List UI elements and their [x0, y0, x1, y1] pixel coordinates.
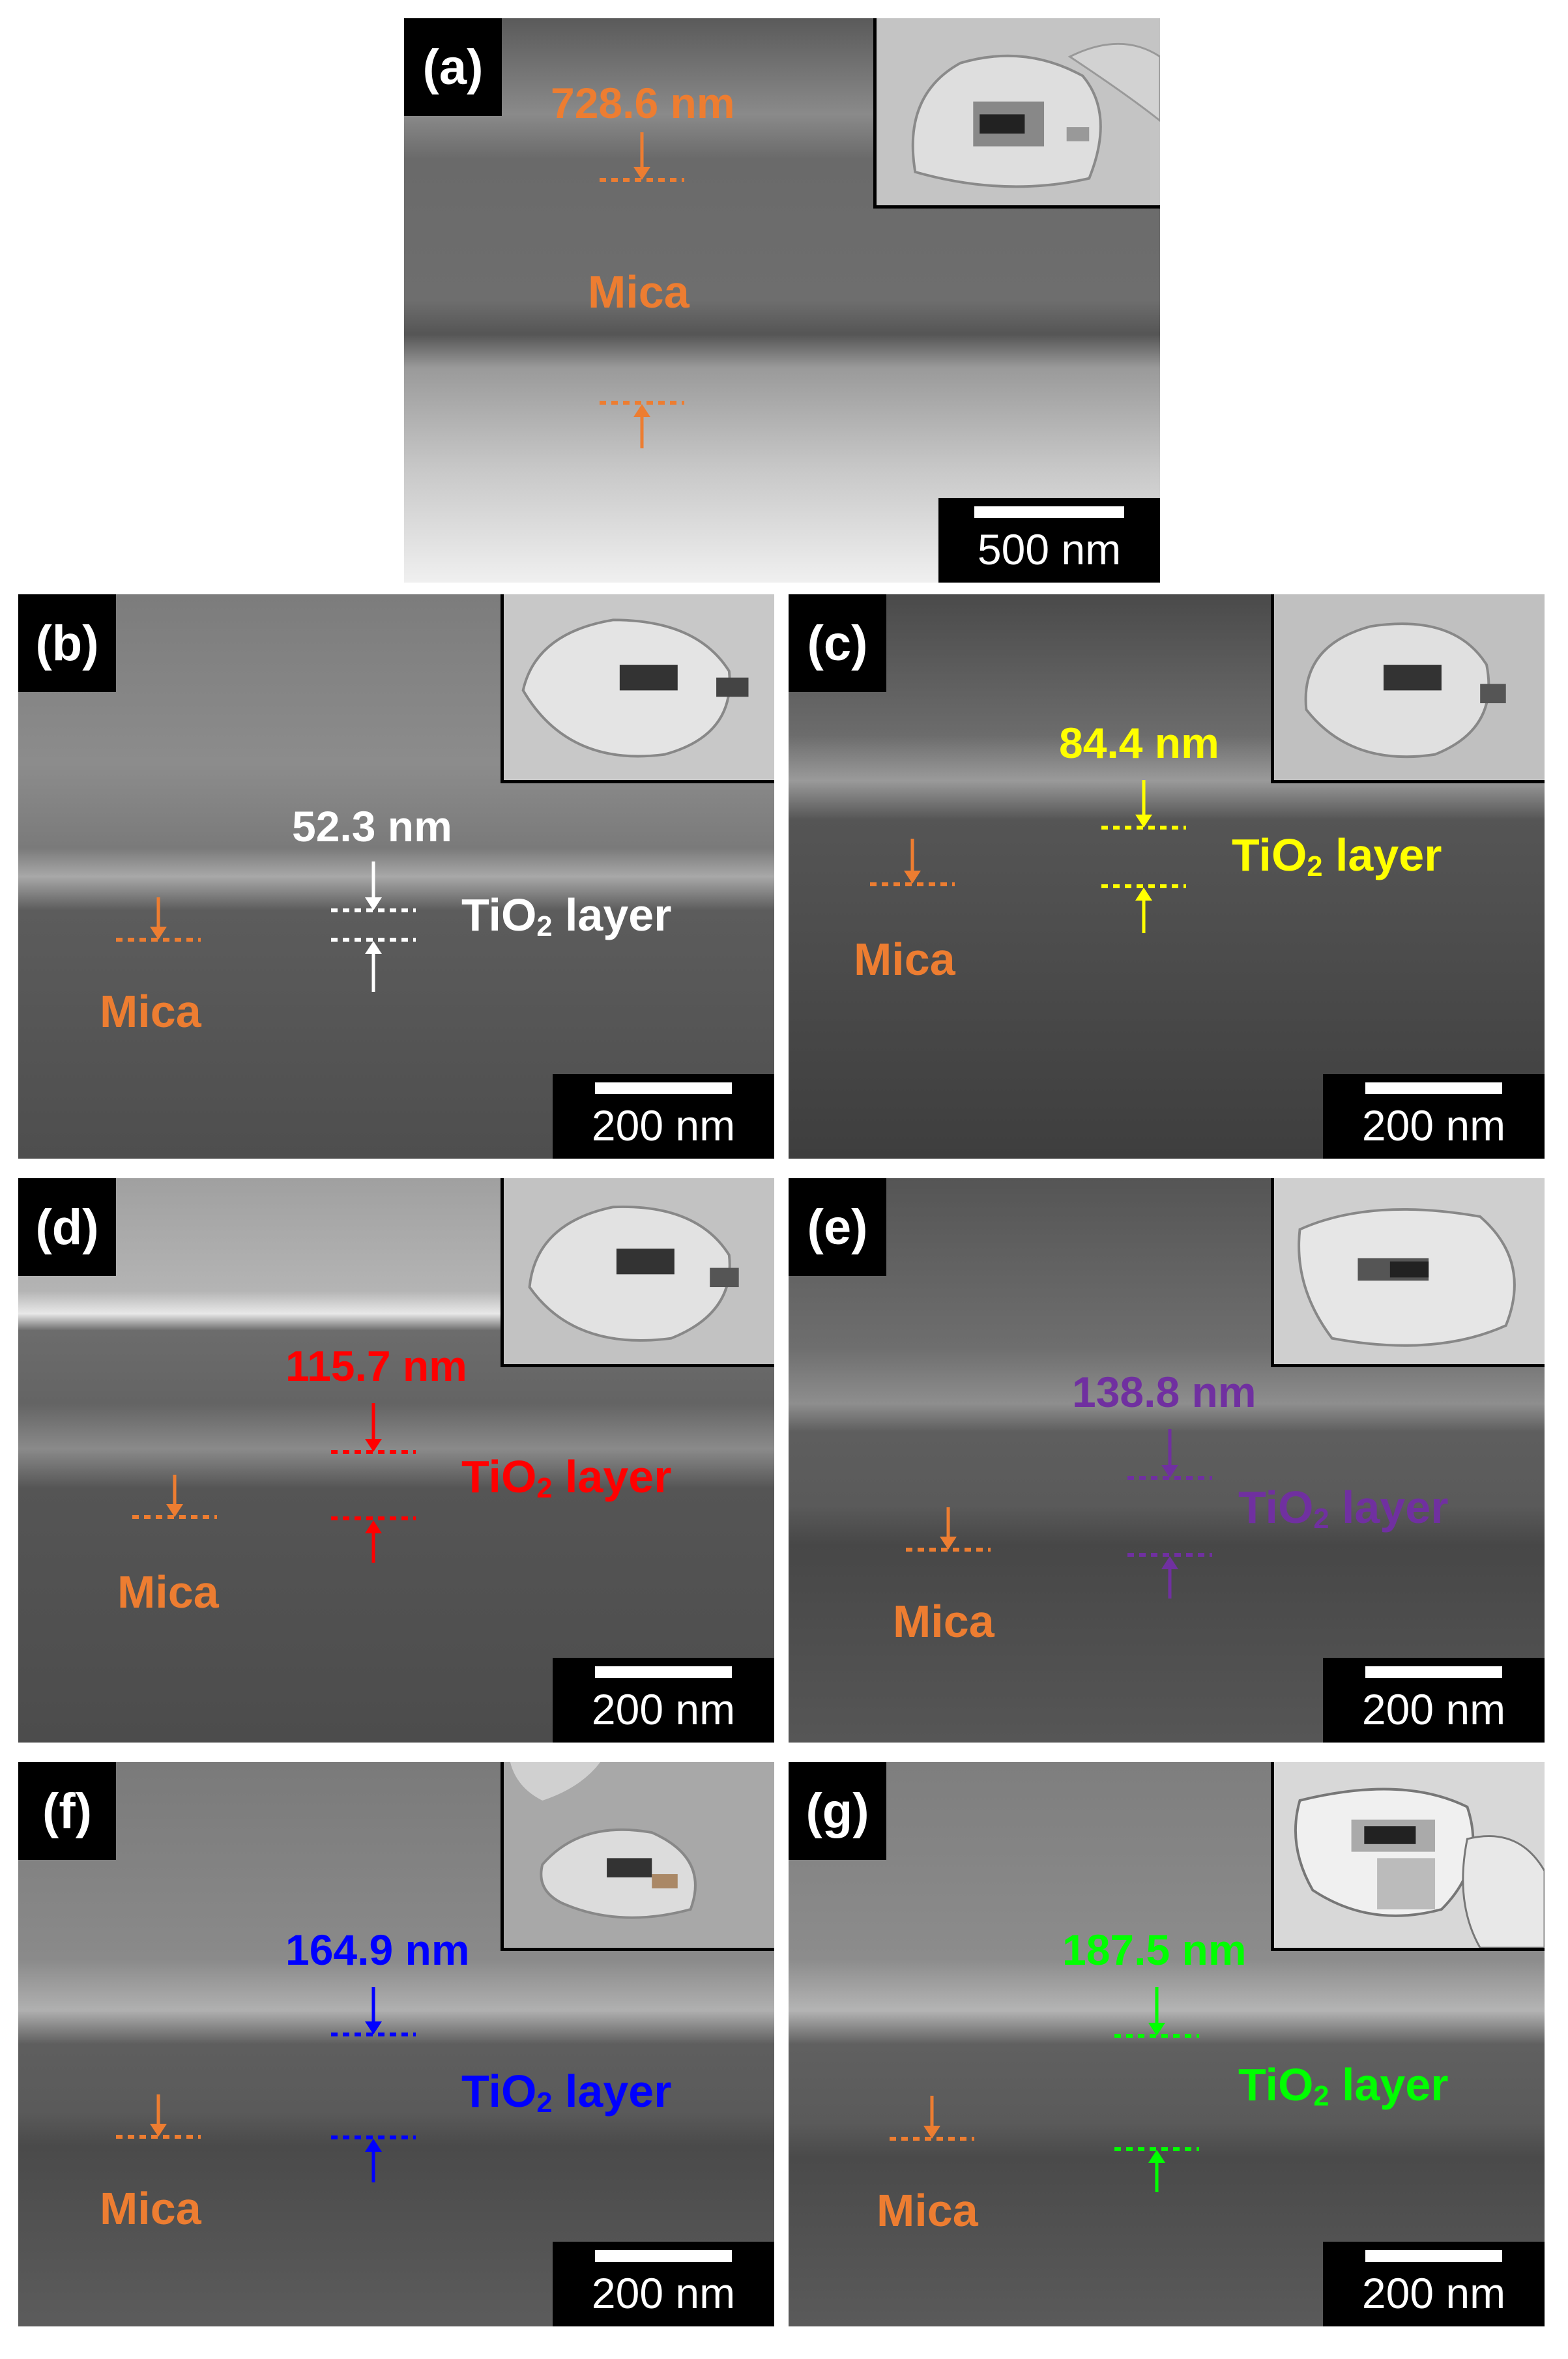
- panel-label-g: (g): [789, 1762, 886, 1860]
- scale-bar-g: 200 nm: [1323, 2242, 1545, 2326]
- tio2-subscript-f: 2: [536, 2087, 553, 2119]
- scale-bar-e: 200 nm: [1323, 1658, 1545, 1743]
- panel-label-f: (f): [18, 1762, 116, 1860]
- scale-bar-label-d: 200 nm: [591, 1685, 736, 1733]
- tio2-text-d: TiO: [461, 1451, 537, 1502]
- scale-bar-label-c: 200 nm: [1361, 1101, 1506, 1150]
- panel-g: (g) 187.5 nm TiO2 layer Mica 200 nm: [789, 1762, 1545, 2326]
- panel-f: (f) 164.9 nm TiO2 layer Mica 200 nm: [18, 1762, 774, 2326]
- layer-text-g: layer: [1329, 2059, 1449, 2110]
- mica-label-c: Mica: [854, 934, 955, 985]
- panel-b: (b) 52.3 nm TiO2 layer Mica 200 nm: [18, 594, 774, 1159]
- layer-text-d: layer: [552, 1451, 672, 1502]
- panel-label-d: (d): [18, 1178, 116, 1276]
- inset-overview-b: [501, 594, 774, 783]
- tio2-layer-label-e: TiO2 layer: [1238, 1481, 1448, 1535]
- layer-text-b: layer: [552, 890, 672, 940]
- thickness-label-d: 115.7 nm: [285, 1342, 467, 1390]
- thickness-label-f: 164.9 nm: [285, 1926, 470, 1974]
- panel-c: (c) 84.4 nm TiO2 layer Mica 200 nm: [789, 594, 1545, 1159]
- tio2-layer-label-b: TiO2 layer: [461, 889, 671, 943]
- tio2-subscript-b: 2: [536, 910, 553, 942]
- mica-label-g: Mica: [877, 2185, 978, 2236]
- tio2-text-b: TiO: [461, 890, 537, 940]
- tio2-layer-label-g: TiO2 layer: [1238, 2059, 1448, 2113]
- tio2-text-f: TiO: [461, 2066, 537, 2117]
- tio2-subscript-e: 2: [1313, 1503, 1329, 1535]
- mica-label-a: Mica: [588, 267, 690, 317]
- scale-bar-label-f: 200 nm: [591, 2269, 736, 2317]
- tio2-layer-label-d: TiO2 layer: [461, 1451, 671, 1505]
- layer-text-e: layer: [1329, 1482, 1449, 1533]
- thickness-label-c: 84.4 nm: [1059, 719, 1219, 767]
- panel-label-c: (c): [789, 594, 886, 692]
- tio2-subscript-g: 2: [1313, 2080, 1329, 2112]
- scale-bar-f: 200 nm: [553, 2242, 774, 2326]
- scale-bar-c: 200 nm: [1323, 1074, 1545, 1159]
- panel-e: (e) 138.8 nm TiO2 layer Mica 200 nm: [789, 1178, 1545, 1743]
- inset-overview-f: [501, 1762, 774, 1951]
- mica-label-f: Mica: [100, 2183, 201, 2234]
- tio2-layer-label-f: TiO2 layer: [461, 2065, 671, 2119]
- thickness-label-b: 52.3 nm: [292, 802, 452, 850]
- scale-bar-d: 200 nm: [553, 1658, 774, 1743]
- inset-overview-e: [1271, 1178, 1545, 1367]
- layer-text-c: layer: [1322, 830, 1442, 880]
- mica-label-d: Mica: [117, 1567, 219, 1617]
- tio2-text-g: TiO: [1238, 2059, 1314, 2110]
- mica-label-b: Mica: [100, 986, 201, 1037]
- tio2-subscript-c: 2: [1307, 850, 1323, 882]
- inset-overview-d: [501, 1178, 774, 1367]
- scale-bar-label-e: 200 nm: [1361, 1685, 1506, 1733]
- panel-d: (d) 115.7 nm TiO2 layer Mica 200 nm: [18, 1178, 774, 1743]
- thickness-label-e: 138.8 nm: [1072, 1368, 1256, 1416]
- panel-label-a: (a): [404, 18, 502, 116]
- tio2-subscript-d: 2: [536, 1472, 553, 1504]
- scale-bar-label-b: 200 nm: [591, 1101, 736, 1150]
- panel-a: (a) 728.6 nm Mica 500 nm: [404, 18, 1160, 583]
- layer-text-f: layer: [552, 2066, 672, 2117]
- tio2-text-c: TiO: [1232, 830, 1307, 880]
- scale-bar-a: 500 nm: [938, 498, 1160, 583]
- tio2-layer-label-c: TiO2 layer: [1232, 829, 1442, 883]
- panel-label-e: (e): [789, 1178, 886, 1276]
- scale-bar-label-a: 500 nm: [977, 525, 1122, 573]
- inset-overview-c: [1271, 594, 1545, 783]
- tio2-text-e: TiO: [1238, 1482, 1314, 1533]
- inset-overview-g: [1271, 1762, 1545, 1951]
- scale-bar-b: 200 nm: [553, 1074, 774, 1159]
- mica-label-e: Mica: [893, 1596, 995, 1647]
- thickness-label-g: 187.5 nm: [1062, 1926, 1247, 1974]
- thickness-label-a: 728.6 nm: [551, 79, 735, 127]
- scale-bar-label-g: 200 nm: [1361, 2269, 1506, 2317]
- panel-label-b: (b): [18, 594, 116, 692]
- inset-overview-a: [873, 18, 1160, 209]
